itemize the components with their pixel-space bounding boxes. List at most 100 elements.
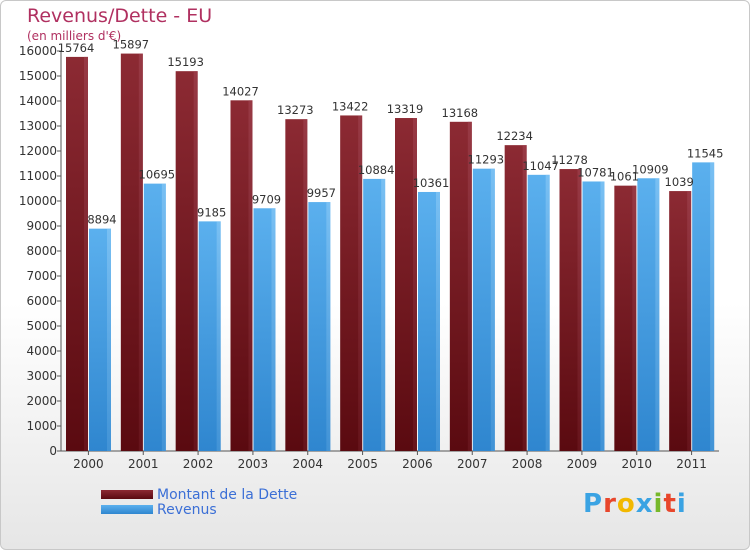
y-tick-label: 15000 (19, 69, 57, 83)
bar-side-revenus (326, 202, 331, 451)
value-label-dette: 15764 (58, 41, 95, 55)
bar-revenus (418, 191, 440, 451)
bar-revenus (582, 181, 605, 451)
y-tick-label: 7000 (26, 269, 57, 283)
bar-side-dette (413, 118, 417, 452)
bar-side-revenus (436, 191, 440, 451)
bar-side-dette (358, 115, 363, 451)
x-tick-label: 2010 (621, 457, 652, 471)
logo-letter: x (635, 489, 654, 519)
y-tick-label: 8000 (26, 244, 57, 258)
value-label-revenus: 9185 (197, 205, 226, 219)
legend-label-dette: Montant de la Dette (157, 486, 298, 503)
value-label-revenus: 10361 (413, 176, 450, 190)
bar-side-revenus (545, 174, 550, 451)
x-tick-label: 2007 (457, 457, 488, 471)
legend-swatch-dette (101, 490, 153, 499)
bar-side-dette (138, 53, 143, 451)
bar-side-dette (303, 119, 308, 452)
bar-side-revenus (710, 162, 715, 451)
y-tick-label: 11000 (19, 169, 57, 183)
x-tick-label: 2001 (128, 457, 159, 471)
x-tick-label: 2005 (347, 457, 378, 471)
bar-revenus (472, 168, 495, 452)
bar-dette (614, 185, 637, 451)
logo-letter: o (616, 489, 636, 519)
proxiti-logo: Proxiti (583, 489, 687, 519)
y-tick-label: 14000 (19, 94, 57, 108)
x-tick-label: 2008 (512, 457, 543, 471)
bar-side-dette (687, 191, 692, 451)
y-tick-label: 6000 (26, 294, 57, 308)
bar-revenus (308, 202, 331, 451)
bar-revenus (198, 221, 221, 451)
value-label-revenus: 11293 (468, 153, 505, 167)
value-label-revenus: 10695 (139, 168, 176, 182)
bar-side-revenus (216, 221, 221, 451)
x-tick-label: 2003 (238, 457, 269, 471)
y-tick-label: 3000 (26, 369, 57, 383)
bar-side-revenus (271, 208, 276, 451)
logo-letter: P (583, 489, 604, 519)
y-tick-label: 9000 (26, 219, 57, 233)
value-label-dette: 1061 (610, 170, 639, 184)
y-tick-label: 2000 (26, 394, 57, 408)
x-tick-label: 2011 (676, 457, 707, 471)
logo-letter: r (603, 489, 617, 519)
value-label-dette: 13319 (387, 102, 424, 116)
bar-side-dette (522, 145, 527, 451)
axes: 0 1000 2000 3000 4000 5000 6000 7000 8000 9000 100… (19, 44, 719, 471)
bar-dette (66, 56, 88, 452)
y-tick-label: 1000 (26, 419, 57, 433)
bar-dette (175, 71, 198, 452)
value-label-dette: 13422 (332, 99, 369, 113)
bar-dette (230, 100, 253, 451)
logo-letter: t (663, 489, 677, 519)
value-label-revenus: 10884 (358, 163, 395, 177)
bars (66, 53, 715, 452)
value-label-dette: 1039 (665, 175, 694, 189)
value-label-dette: 13168 (442, 106, 479, 120)
value-labels: 15764 8894 15897 10695 15193 9185 14027 9709 132… (58, 38, 724, 227)
bar-dette (559, 169, 582, 452)
bar-side-dette (632, 185, 637, 451)
y-tick-label: 13000 (19, 119, 57, 133)
chart-subtitle: (en milliers d'€) (27, 29, 122, 43)
value-label-revenus: 11047 (522, 159, 559, 173)
value-label-revenus: 8894 (87, 213, 116, 227)
legend-item-revenus: Revenus (101, 501, 297, 518)
legend-item-dette: Montant de la Dette (101, 486, 298, 503)
bar-revenus (143, 183, 166, 451)
bar-side-revenus (107, 228, 111, 451)
bar-side-revenus (600, 181, 605, 451)
bar-dette (395, 118, 417, 452)
y-tick-label: 0 (49, 444, 57, 458)
bar-side-revenus (381, 178, 386, 451)
bar-side-dette (248, 100, 253, 451)
bar-revenus (89, 228, 111, 451)
bar-side-dette (84, 56, 88, 452)
bar-side-revenus (655, 178, 660, 451)
value-label-dette: 15193 (167, 55, 204, 69)
y-tick-label: 12000 (19, 144, 57, 158)
bar-revenus (363, 178, 386, 451)
bar-side-dette (577, 169, 582, 452)
x-tick-label: 2000 (73, 457, 104, 471)
bar-dette (504, 145, 527, 451)
chart-title: Revenus/Dette - EU (27, 5, 213, 27)
value-label-revenus: 9957 (307, 186, 336, 200)
value-label-revenus: 10909 (632, 162, 669, 176)
logo-letter: i (653, 489, 664, 519)
bar-side-revenus (490, 168, 495, 452)
bar-dette (285, 119, 308, 452)
bar-side-dette (193, 71, 198, 452)
x-tick-label: 2002 (183, 457, 214, 471)
value-label-dette: 14027 (222, 84, 259, 98)
legend-label-revenus: Revenus (157, 501, 217, 518)
y-tick-label: 10000 (19, 194, 57, 208)
bar-dette (669, 191, 692, 451)
y-tick-label: 4000 (26, 344, 57, 358)
value-label-revenus: 10781 (577, 165, 614, 179)
bar-revenus (527, 174, 550, 451)
